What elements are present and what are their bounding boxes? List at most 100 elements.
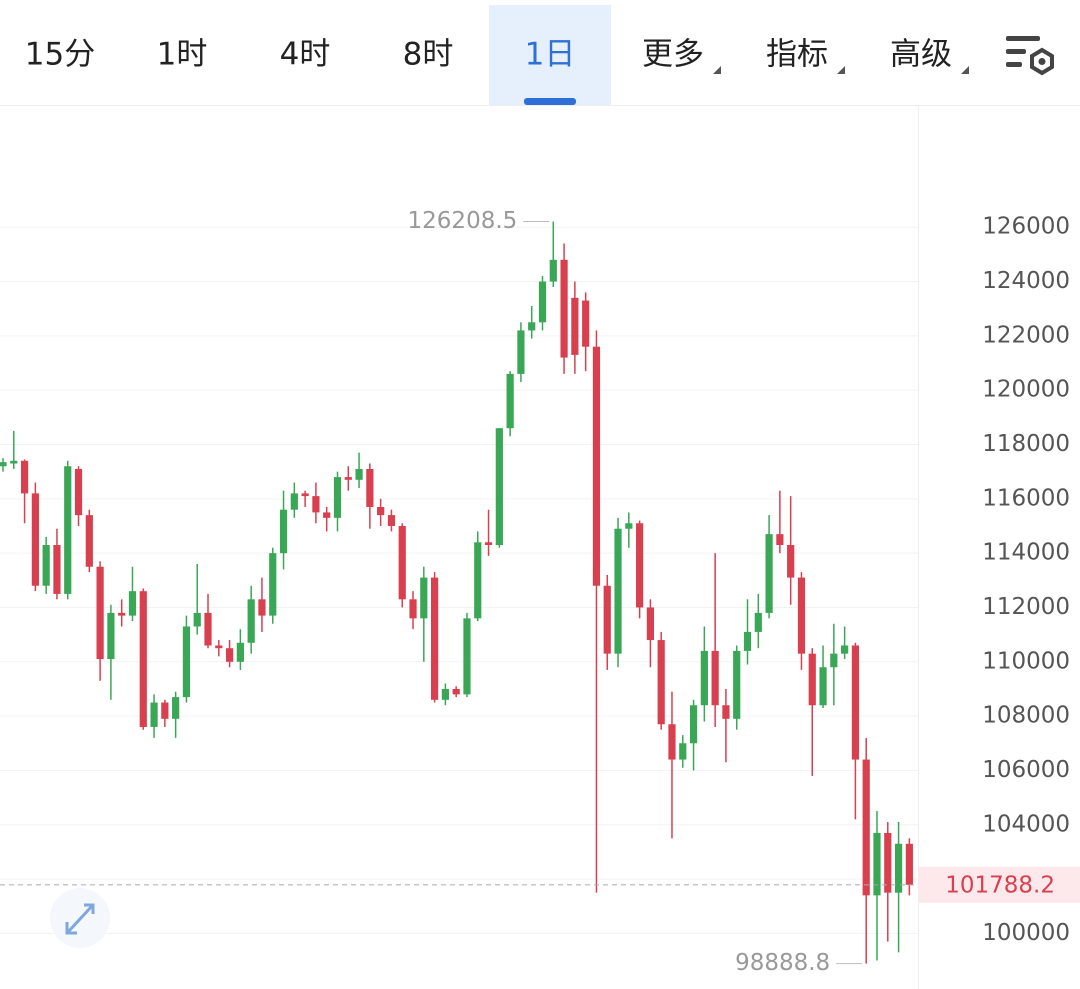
tab[interactable]: 1时 (157, 37, 208, 73)
candle-body (387, 515, 396, 526)
candle-body (441, 688, 449, 700)
candle-body (689, 705, 698, 744)
candle-body (571, 297, 579, 355)
candle-body (85, 515, 93, 567)
candle-body (182, 626, 191, 698)
y-tick-label: 126000 (982, 214, 1070, 240)
tab[interactable]: 4时 (280, 37, 331, 73)
candle-body (841, 645, 849, 654)
candle-body (474, 542, 482, 619)
candle-body (592, 346, 601, 586)
candle-body (894, 843, 903, 893)
candle-body (42, 545, 50, 586)
candle-body (193, 612, 201, 627)
candle-body (873, 832, 881, 896)
candle-body (560, 259, 568, 358)
candle-body (776, 534, 784, 545)
candle-body (851, 645, 860, 760)
candle-body (31, 493, 39, 586)
dropdown-arrow (961, 66, 969, 74)
candle-body (172, 697, 180, 719)
candle-body (118, 612, 126, 616)
candle-body (722, 705, 730, 719)
candle-body (495, 428, 503, 545)
candle-body (10, 460, 18, 464)
candle-body (74, 468, 83, 516)
candle-body (344, 477, 352, 480)
y-tick-label: 110000 (982, 648, 1070, 674)
settings-icon[interactable] (1006, 36, 1054, 76)
tab[interactable]: 1日 (525, 37, 576, 73)
candle-body (614, 528, 622, 654)
candle-body (0, 462, 7, 467)
y-tick-label: 100000 (982, 920, 1070, 946)
candle-body (161, 702, 169, 719)
candle-body (808, 653, 816, 706)
candle-body (754, 612, 762, 632)
min-label: 98888.8 (735, 950, 830, 976)
candle-body (733, 650, 741, 719)
candle-body (269, 553, 277, 616)
tab[interactable]: 指标 (766, 37, 828, 73)
candle-body (657, 640, 665, 725)
candle-body (711, 650, 719, 706)
candle-body (538, 281, 547, 323)
tab[interactable]: 更多 (642, 37, 704, 73)
toolbar: 15分 1时 4时 8时 1日 更多 指标 高级 (25, 5, 969, 105)
candle-body (582, 300, 590, 347)
tab[interactable]: 15分 (25, 37, 95, 73)
candle-body (20, 460, 29, 494)
candle-body (420, 577, 428, 619)
candle-body (64, 466, 72, 594)
candle-body (884, 832, 892, 893)
tab[interactable]: 高级 (890, 37, 952, 73)
y-tick-label: 106000 (982, 757, 1070, 783)
candle-body (236, 642, 244, 662)
expand-button[interactable] (50, 888, 110, 948)
candle-body (431, 577, 439, 700)
candle-body (377, 506, 385, 516)
candle-body (625, 523, 633, 529)
dropdown-arrow (837, 66, 845, 74)
y-tick-label: 122000 (982, 322, 1070, 348)
y-tick-label: 116000 (982, 485, 1070, 511)
y-tick-label: 118000 (982, 431, 1070, 457)
active-tab-bg (489, 5, 611, 105)
candle-body (139, 591, 147, 727)
y-tick-label: 108000 (982, 703, 1070, 729)
candle-body (333, 477, 342, 518)
candle-body (743, 631, 752, 651)
candle-body (312, 496, 320, 513)
candle-body (787, 545, 795, 578)
y-tick-label: 114000 (982, 540, 1070, 566)
candle-body (247, 599, 255, 643)
candle-body (679, 743, 687, 760)
candle-body (290, 493, 298, 510)
y-tick-label: 120000 (982, 377, 1070, 403)
candle-body (398, 525, 406, 600)
last-price-tag (919, 866, 1080, 903)
candle-body (128, 591, 137, 616)
candle-body (204, 612, 212, 646)
candle-body (484, 542, 493, 545)
dropdown-arrow (713, 66, 721, 74)
max-label: 126208.5 (408, 208, 518, 234)
candle-body (603, 585, 611, 654)
candle-body (797, 577, 806, 654)
candle-body (279, 509, 288, 554)
candle-body (107, 612, 115, 660)
candle-body (700, 650, 708, 706)
candle-body (323, 512, 331, 518)
tab[interactable]: 8时 (403, 37, 454, 73)
candle-body (668, 724, 676, 760)
candle-body (215, 645, 223, 649)
candle-body (506, 373, 514, 429)
y-tick-label: 124000 (982, 268, 1070, 294)
candle-body (355, 468, 363, 480)
candle-body (517, 330, 525, 374)
candle-body (53, 545, 61, 594)
candle-body (225, 648, 234, 662)
candle-body (819, 667, 827, 706)
candle-body (905, 843, 913, 885)
